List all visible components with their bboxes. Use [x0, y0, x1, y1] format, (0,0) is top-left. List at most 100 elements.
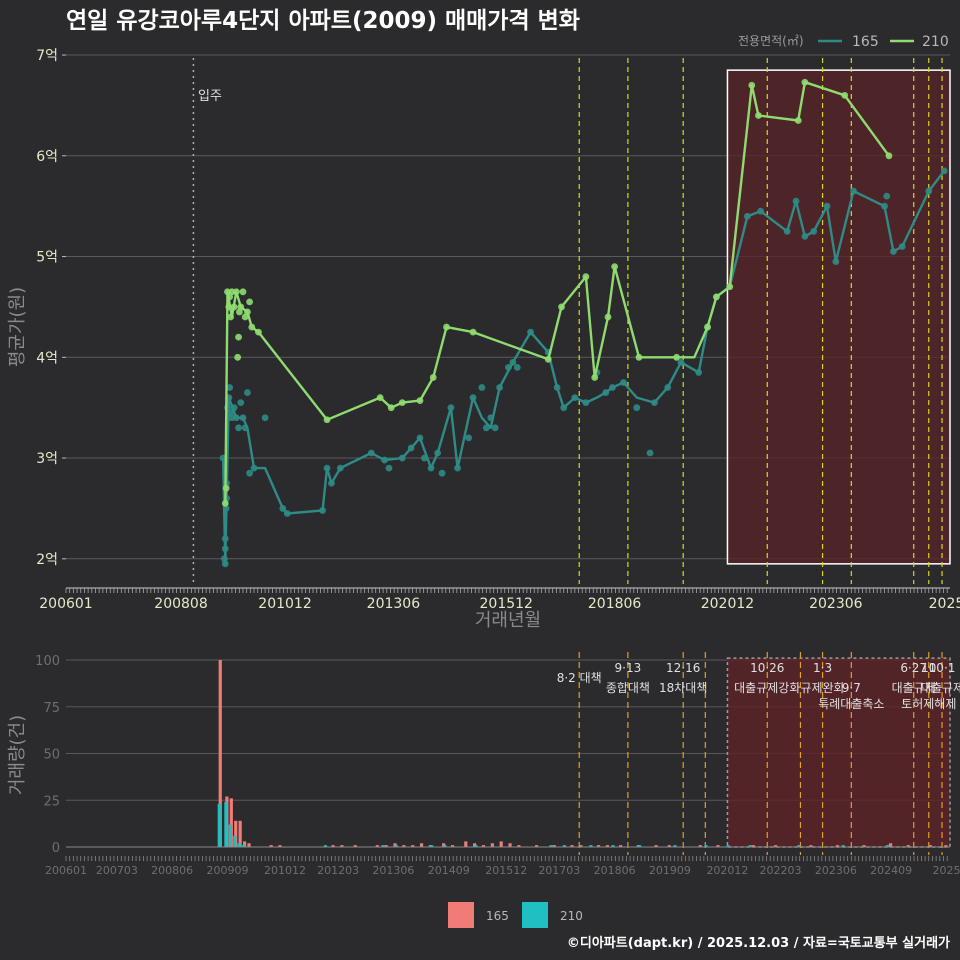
- point-165-61: [633, 404, 641, 412]
- point-210-1: [222, 484, 230, 492]
- bottom-x-tick-label-12: 202012: [706, 864, 748, 877]
- point-165-10: [226, 384, 234, 391]
- bar-210-7: [381, 845, 385, 847]
- point-165-40: [454, 464, 461, 472]
- point-165-30: [381, 456, 388, 464]
- bar-210-21: [797, 845, 801, 847]
- bottom-x-tick-label-14: 202306: [815, 864, 857, 877]
- point-210-3: [225, 303, 233, 311]
- point-210-12: [237, 303, 245, 311]
- top-y-axis-title: 평균가(원): [7, 287, 28, 367]
- bar-165-8: [278, 845, 282, 847]
- bottom-y-axis: 0 25 50 75 100: [35, 654, 60, 856]
- bottom-x-tick-label-2: 200806: [151, 864, 193, 877]
- point-165-65: [677, 358, 685, 366]
- point-165-71: [757, 207, 765, 215]
- point-165-54: [560, 404, 568, 412]
- point-210-7: [230, 303, 238, 311]
- point-210-22: [398, 399, 406, 407]
- policy-annotation-5: 10·26: [750, 661, 784, 675]
- point-165-62: [646, 449, 654, 457]
- bottom-highlight-region: [726, 657, 951, 848]
- point-165-46: [491, 424, 499, 432]
- bar-165-20: [450, 845, 455, 847]
- policy-annotation-4: 18차대책: [659, 680, 707, 695]
- point-210-26: [469, 328, 477, 336]
- top-y-tick-label-4: 6억: [36, 149, 58, 165]
- bar-210-14: [589, 845, 593, 847]
- point-165-63: [651, 399, 658, 407]
- point-210-10: [235, 333, 242, 341]
- bar-165-30: [570, 845, 574, 847]
- point-165-51: [527, 328, 534, 336]
- bar-165-32: [596, 845, 601, 847]
- point-165-72: [783, 227, 791, 235]
- top-x-tick-label-8: 2025: [929, 596, 960, 612]
- point-165-44: [482, 424, 490, 432]
- point-165-45: [487, 414, 495, 422]
- bar-165-13: [384, 845, 388, 847]
- policy-annotation-9: 9·7: [842, 681, 861, 695]
- point-210-20: [376, 394, 384, 402]
- point-165-34: [416, 434, 424, 442]
- point-210-9: [234, 353, 242, 361]
- bar-165-24: [490, 843, 494, 847]
- point-210-34: [673, 353, 680, 361]
- bar-210-9: [430, 845, 434, 847]
- point-165-76: [823, 202, 831, 210]
- point-210-29: [582, 273, 590, 281]
- point-165-24: [283, 510, 291, 517]
- point-165-70: [743, 212, 751, 220]
- bar-165-25: [499, 841, 503, 847]
- bottom-x-tick-label-5: 201203: [317, 864, 359, 877]
- bar-165-2: [229, 798, 233, 847]
- point-165-25: [319, 507, 327, 514]
- point-210-24: [429, 374, 437, 381]
- policy-annotation-7: 1·3: [813, 661, 832, 675]
- legend-swatch-165: [448, 902, 474, 928]
- point-165-48: [505, 363, 512, 371]
- point-165-22: [261, 414, 269, 422]
- point-210-8: [232, 288, 240, 296]
- top-x-tick-label-3: 201306: [367, 596, 421, 612]
- point-165-79: [881, 202, 888, 210]
- point-210-42: [841, 91, 849, 99]
- footer-credit: ©디아파트(dapt.kr) / 2025.12.03 / 자료=국토교통부 실…: [567, 935, 950, 951]
- legend-item-210: 210: [560, 909, 583, 923]
- bar-165-3: [234, 820, 238, 847]
- point-210-33: [635, 353, 643, 361]
- point-165-19: [244, 389, 251, 396]
- point-165-13: [230, 404, 238, 412]
- point-165-3: [221, 545, 229, 553]
- bottom-x-tick-label-13: 202203: [760, 864, 802, 877]
- point-165-58: [602, 389, 610, 396]
- bottom-x-tick-label-3: 200909: [206, 864, 248, 877]
- point-165-27: [328, 479, 335, 487]
- bar-165-42: [809, 845, 813, 847]
- point-165-73: [792, 197, 800, 205]
- bar-165-28: [534, 845, 539, 847]
- point-165-83: [925, 187, 933, 195]
- bar-210-20: [748, 845, 752, 847]
- point-165-60: [620, 379, 627, 386]
- point-165-4: [221, 535, 229, 543]
- bar-210-6: [323, 845, 328, 847]
- point-210-5: [227, 313, 234, 321]
- policy-annotation-8: 규제완화: [800, 681, 844, 695]
- move-in-label: 입주: [198, 89, 222, 104]
- top-x-tick-label-5: 201806: [588, 596, 642, 612]
- bar-165-31: [579, 845, 583, 847]
- bar-210-15: [611, 845, 615, 847]
- bar-210-10: [443, 845, 447, 847]
- bar-210-23: [885, 845, 889, 847]
- bottom-x-tick-label-15: 202409: [870, 864, 912, 877]
- bar-165-43: [835, 845, 840, 847]
- point-165-17: [239, 414, 247, 422]
- chart-title: 연일 유강코아루4단지 아파트(2009) 매매가격 변화: [66, 8, 580, 34]
- point-165-1: [220, 555, 228, 563]
- bottom-x-tick-label-6: 201306: [372, 864, 414, 877]
- policy-annotation-6: 대출규제강화: [734, 681, 800, 695]
- point-165-81: [889, 248, 897, 255]
- top-legend: 전용면적(㎡) 165 210: [738, 34, 949, 50]
- point-210-21: [387, 404, 395, 412]
